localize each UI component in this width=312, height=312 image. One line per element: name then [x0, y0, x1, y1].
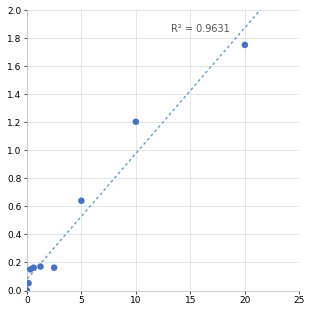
Point	[24, 288, 29, 293]
Point	[242, 42, 247, 47]
Point	[31, 265, 36, 270]
Point	[51, 265, 56, 270]
Point	[38, 264, 43, 269]
Point	[133, 119, 138, 124]
Point	[28, 267, 33, 272]
Point	[79, 198, 84, 203]
Text: R² = 0.9631: R² = 0.9631	[171, 24, 230, 34]
Point	[26, 281, 31, 286]
